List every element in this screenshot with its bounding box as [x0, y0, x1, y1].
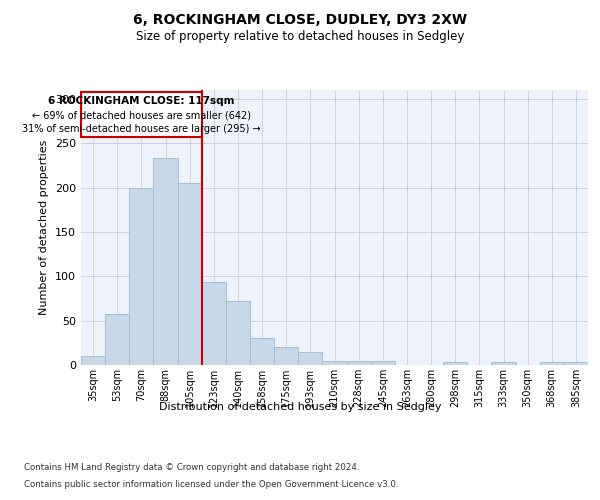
Text: 31% of semi-detached houses are larger (295) →: 31% of semi-detached houses are larger (…	[22, 124, 260, 134]
Bar	[322, 362, 347, 365]
Text: 6, ROCKINGHAM CLOSE, DUDLEY, DY3 2XW: 6, ROCKINGHAM CLOSE, DUDLEY, DY3 2XW	[133, 12, 467, 26]
Bar	[202, 282, 226, 365]
Bar	[443, 362, 467, 365]
Bar	[274, 348, 298, 365]
Bar	[105, 314, 129, 365]
Bar	[250, 338, 274, 365]
Bar	[298, 352, 322, 365]
Y-axis label: Number of detached properties: Number of detached properties	[40, 140, 49, 315]
Text: Contains public sector information licensed under the Open Government Licence v3: Contains public sector information licen…	[24, 480, 398, 489]
Text: Distribution of detached houses by size in Sedgley: Distribution of detached houses by size …	[159, 402, 441, 412]
Bar	[226, 301, 250, 365]
Text: 6 ROCKINGHAM CLOSE: 117sqm: 6 ROCKINGHAM CLOSE: 117sqm	[48, 96, 235, 106]
Bar	[81, 356, 105, 365]
Bar	[564, 362, 588, 365]
Bar	[491, 362, 515, 365]
Text: Contains HM Land Registry data © Crown copyright and database right 2024.: Contains HM Land Registry data © Crown c…	[24, 462, 359, 471]
Text: Size of property relative to detached houses in Sedgley: Size of property relative to detached ho…	[136, 30, 464, 43]
Bar	[347, 362, 371, 365]
Bar	[154, 158, 178, 365]
FancyBboxPatch shape	[81, 92, 202, 137]
Bar	[540, 362, 564, 365]
Bar	[371, 362, 395, 365]
Bar	[178, 183, 202, 365]
Text: ← 69% of detached houses are smaller (642): ← 69% of detached houses are smaller (64…	[32, 110, 251, 120]
Bar	[129, 188, 154, 365]
